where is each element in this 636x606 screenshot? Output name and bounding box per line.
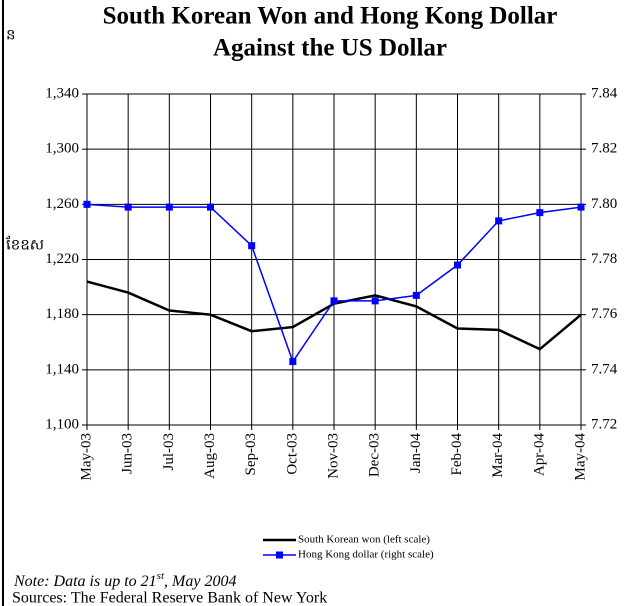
y-tick-label: 1,180: [45, 306, 79, 322]
side-text: ខែឧស: [6, 235, 44, 253]
y-tick-label: 1,220: [45, 251, 79, 267]
y-tick-label: 1,260: [45, 196, 79, 212]
y2-tick-label: 7.78: [591, 251, 617, 267]
y-tick-label: 1,300: [45, 141, 79, 157]
marker: [536, 209, 544, 217]
plot-frame: [86, 93, 582, 426]
legend-label: Hong Kong dollar (right scale): [298, 549, 434, 561]
note-text: , May 2004: [164, 573, 236, 590]
marker: [83, 200, 91, 208]
marker: [412, 291, 420, 299]
x-tick-label: Aug-03: [202, 433, 218, 479]
x-tick-label: Jan-04: [408, 433, 424, 473]
marker: [330, 297, 338, 305]
x-tick-label: Nov-03: [325, 433, 341, 479]
y2-tick-label: 7.72: [591, 416, 617, 432]
marker: [165, 203, 173, 211]
x-tick-label: Mar-04: [490, 433, 506, 478]
x-tick-label: Jun-03: [120, 433, 136, 474]
marker: [577, 203, 585, 211]
y2-tick-label: 7.82: [591, 141, 617, 157]
side-text: ន: [6, 27, 16, 43]
source: Sources: The Federal Reserve Bank of New…: [12, 590, 327, 606]
marker: [248, 242, 256, 250]
marker: [454, 261, 461, 269]
y-tick-label: 1,340: [45, 85, 79, 101]
marker: [207, 203, 214, 211]
x-tick-label: Feb-04: [449, 433, 465, 476]
x-tick-label: May-04: [572, 433, 588, 481]
y2-tick-label: 7.80: [591, 196, 617, 212]
x-tick-label: May-03: [78, 433, 94, 481]
note-text: Note: Data is up to 21: [13, 573, 157, 590]
y2-tick-label: 7.74: [591, 361, 618, 377]
y-tick-label: 1,100: [45, 416, 79, 432]
y-tick-label: 1,140: [45, 361, 79, 377]
marker: [289, 358, 297, 366]
x-tick-label: Oct-03: [284, 433, 300, 475]
y2-tick-label: 7.84: [591, 85, 618, 101]
note-sup: st: [157, 570, 165, 582]
x-tick-label: Sep-03: [243, 433, 259, 476]
marker: [495, 217, 503, 225]
note: Note: Data is up to 21st, May 2004: [13, 570, 236, 590]
x-tick-label: Apr-04: [531, 433, 547, 477]
x-tick-label: Dec-03: [367, 433, 383, 477]
marker: [124, 203, 132, 211]
legend-marker: [276, 551, 283, 559]
y2-tick-label: 7.76: [591, 306, 618, 322]
x-tick-label: Jul-03: [161, 433, 177, 471]
chart-title: Against the US Dollar: [213, 35, 447, 62]
chart-title: South Korean Won and Hong Kong Dollar: [103, 3, 558, 30]
legend-label: South Korean won (left scale): [298, 534, 430, 546]
marker: [371, 297, 379, 305]
